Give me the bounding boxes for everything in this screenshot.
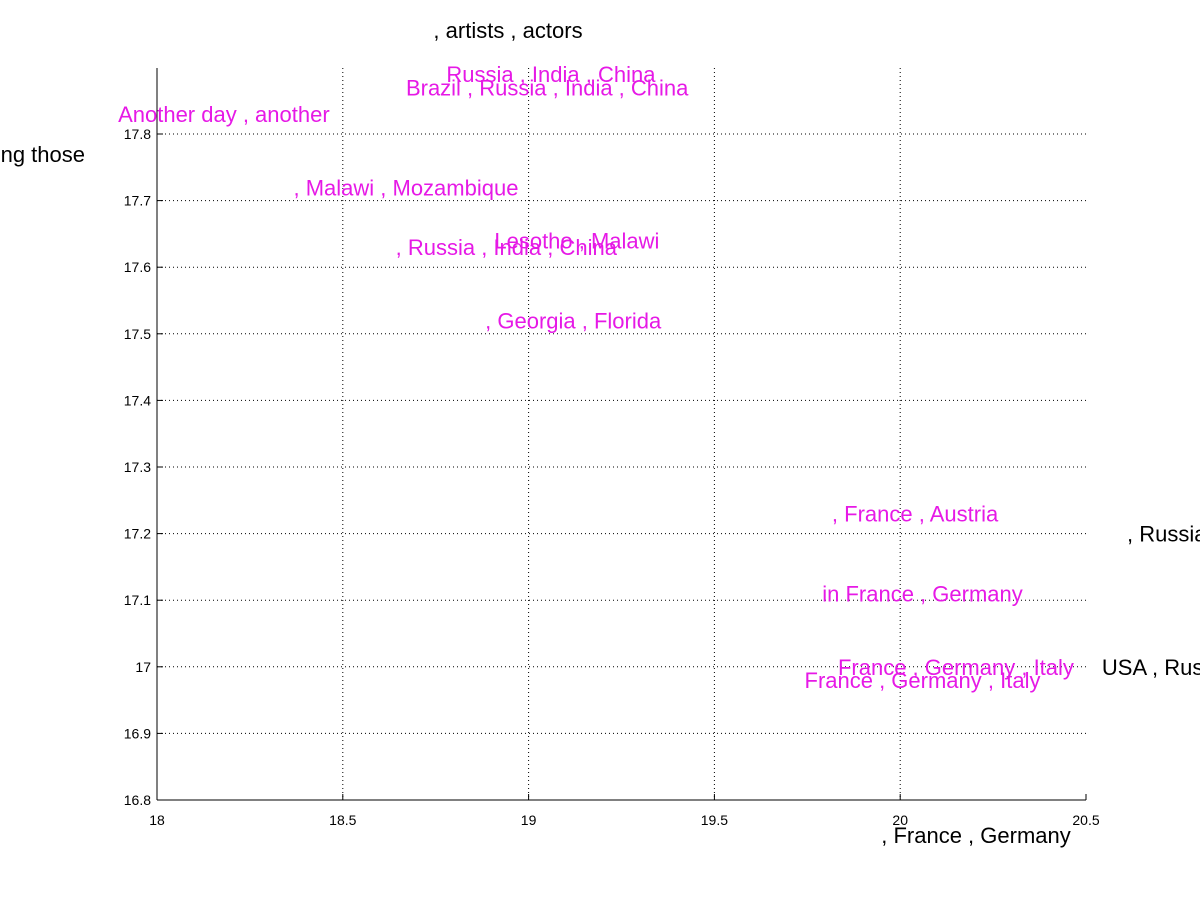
point-label: Lesotho , Malawi [494,229,659,254]
x-tick-label: 19 [521,812,537,828]
y-tick-label: 17.6 [124,259,151,275]
y-tick-label: 17.3 [124,459,151,475]
point-label: , Georgia , Florida [485,308,662,333]
y-tick-label: 17.5 [124,326,151,342]
chart-title: , artists , actors [433,18,582,43]
point-label: Russia , India , China [446,62,656,87]
x-tick-label: 19.5 [701,812,728,828]
point-label: , Malawi , Mozambique [293,175,518,200]
grid-lines [157,68,1086,800]
x-tick-label: 20.5 [1072,812,1099,828]
out-of-range-label: USA , Russia , F [1102,655,1200,680]
y-tick-label: 17.8 [124,126,151,142]
out-of-range-label: , Russia , Fr [1127,522,1200,547]
y-tick-label: 17.1 [124,592,151,608]
point-label: , Russia , India , China [396,235,618,260]
y-axis-label: ng those [1,142,85,167]
y-tick-label: 17.4 [124,392,151,408]
y-tick-label: 17.2 [124,526,151,542]
x-tick-label: 18.5 [329,812,356,828]
y-tick-label: 17 [135,659,151,675]
point-label: in France , Germany [822,582,1023,607]
point-label: Brazil , Russia , India , China [406,75,689,100]
y-tick-label: 16.9 [124,725,151,741]
axes [156,68,1087,801]
point-label: , France , Austria [832,502,999,527]
x-tick-label: 18 [149,812,165,828]
point-label: France , Germany , Italy [838,655,1074,680]
point-label: France , Germany , Italy [805,668,1041,693]
point-label: Another day , another [118,102,330,127]
x-axis-label: , France , Germany [881,823,1071,848]
y-tick-label: 17.7 [124,193,151,209]
tick-labels: 18 18.5 19 19.5 20 20.5 16.8 16.9 17 17.1 17.2 17.3… [124,126,1100,828]
y-tick-label: 16.8 [124,792,151,808]
x-tick-label: 20 [892,812,908,828]
